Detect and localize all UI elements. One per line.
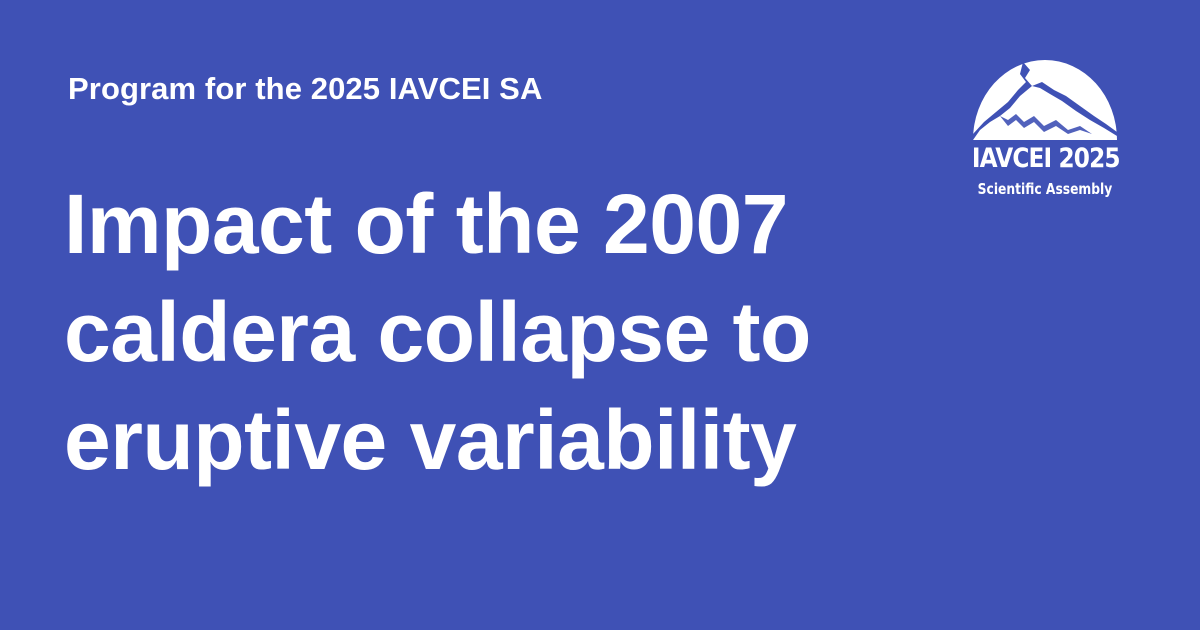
title-line: caldera collapse to [64,285,811,379]
logo-name: IAVCEI 2025 [971,143,1121,174]
title-line: eruptive variability [64,393,797,487]
title-line: Impact of the 2007 [64,177,788,271]
iavcei-logo: IAVCEI 2025 Scientific Assembly [960,56,1130,206]
volcano-dome-logo-icon [973,60,1117,140]
page-title: Impact of the 2007 caldera collapse to e… [64,170,924,494]
logo-subtitle: Scientific Assembly [977,180,1113,198]
program-kicker: Program for the 2025 IAVCEI SA [68,71,543,106]
